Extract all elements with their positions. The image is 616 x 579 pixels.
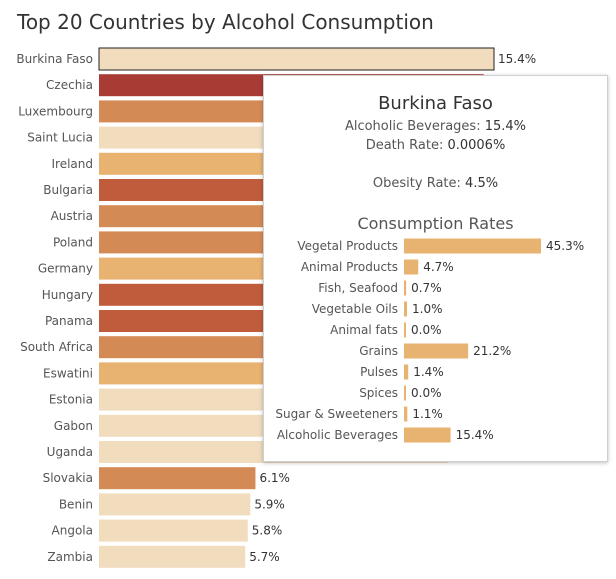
rate-category-label: Animal fats [330, 323, 398, 337]
tooltip: Burkina Faso Alcoholic Beverages: 15.4% … [263, 75, 608, 462]
rate-value-label: 0.0% [411, 386, 442, 400]
bar[interactable] [99, 545, 246, 568]
tooltip-death-line: Death Rate: 0.0006% [264, 138, 607, 153]
rate-category-label: Fish, Seafood [318, 281, 398, 295]
tooltip-alcohol-label: Alcoholic Beverages: [344, 119, 485, 134]
category-label: Slovakia [43, 471, 93, 485]
rate-category-label: Vegetable Oils [312, 302, 398, 316]
rate-bar [404, 322, 406, 338]
category-label: Zambia [47, 550, 93, 564]
bar[interactable] [98, 47, 495, 71]
rate-bar [404, 385, 406, 401]
rate-value-label: 0.0% [411, 323, 442, 337]
tooltip-obesity-value: 4.5% [465, 176, 499, 191]
rate-bar [404, 427, 451, 443]
value-label: 5.8% [252, 524, 283, 538]
rate-value-label: 45.3% [546, 239, 584, 253]
category-label: Panama [45, 314, 93, 328]
rate-category-label: Spices [359, 386, 398, 400]
rate-category-label: Sugar & Sweeteners [275, 407, 398, 421]
rate-bar [404, 343, 469, 359]
tooltip-country: Burkina Faso [378, 93, 493, 114]
category-label: Saint Lucia [27, 131, 93, 145]
tooltip-alcohol-value: 15.4% [484, 119, 527, 134]
bar[interactable] [99, 467, 256, 490]
category-label: Hungary [42, 288, 93, 302]
rate-value-label: 4.7% [423, 260, 454, 274]
tooltip-rates-chart: Vegetal Products 45.3% Animal Products 4.7%… [275, 238, 584, 443]
rate-bar [404, 301, 408, 317]
rate-category-label: Pulses [360, 365, 398, 379]
value-label: 6.1% [259, 471, 290, 485]
category-label: Austria [51, 209, 93, 223]
rate-category-label: Animal Products [301, 260, 398, 274]
chart-title: Top 20 Countries by Alcohol Consumption [17, 10, 434, 34]
category-label: Gabon [54, 419, 93, 433]
bar[interactable] [99, 493, 251, 516]
value-label: 5.7% [249, 550, 280, 564]
rate-bar [404, 364, 409, 380]
rate-bar [404, 259, 419, 275]
category-label: Estonia [49, 393, 93, 407]
value-label: 15.4% [498, 52, 536, 66]
rate-value-label: 1.1% [412, 407, 443, 421]
tooltip-alcohol-line: Alcoholic Beverages: 15.4% [264, 119, 607, 134]
value-label: 5.9% [254, 497, 285, 511]
rate-value-label: 1.4% [413, 365, 444, 379]
rate-category-label: Grains [359, 344, 398, 358]
tooltip-obesity-label: Obesity Rate: [372, 176, 466, 191]
tooltip-section-title: Consumption Rates [357, 214, 514, 233]
rate-bar [404, 406, 408, 422]
rate-value-label: 21.2% [473, 344, 511, 358]
bar[interactable] [99, 519, 248, 542]
rate-category-label: Alcoholic Beverages [277, 428, 398, 442]
category-label: Uganda [47, 445, 93, 459]
rate-bar [404, 238, 541, 254]
rate-bar [404, 280, 407, 296]
rate-value-label: 0.7% [411, 281, 442, 295]
tooltip-death-value: 0.0006% [447, 138, 506, 153]
rate-category-label: Vegetal Products [297, 239, 398, 253]
category-label: Luxembourg [18, 104, 93, 118]
tooltip-death-label: Death Rate: [365, 138, 448, 153]
category-label: South Africa [20, 340, 93, 354]
category-label: Czechia [46, 78, 93, 92]
tooltip-obesity-line: Obesity Rate: 4.5% [264, 176, 607, 191]
category-label: Germany [38, 262, 93, 276]
category-label: Burkina Faso [16, 52, 93, 66]
rate-value-label: 15.4% [456, 428, 494, 442]
category-label: Poland [53, 235, 93, 249]
category-label: Eswatini [43, 366, 93, 380]
category-label: Benin [59, 497, 93, 511]
rate-value-label: 1.0% [412, 302, 443, 316]
category-label: Ireland [51, 157, 93, 171]
category-label: Bulgaria [43, 183, 93, 197]
category-label: Angola [52, 524, 93, 538]
